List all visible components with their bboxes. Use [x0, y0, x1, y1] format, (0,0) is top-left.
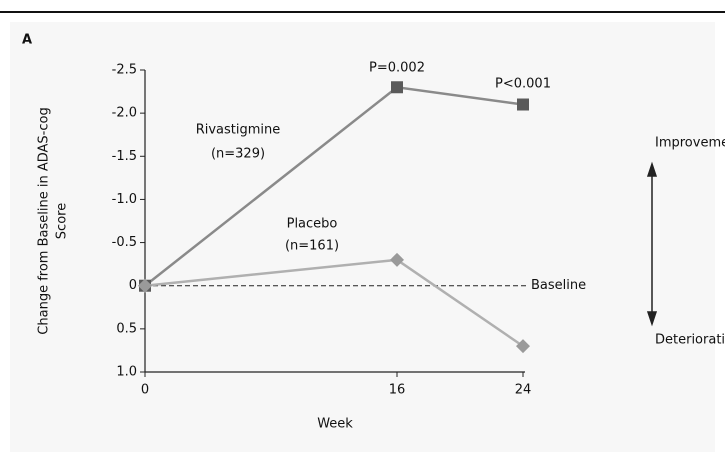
p-value: P<0.001	[495, 77, 551, 92]
marker	[391, 81, 403, 94]
direction-label: Deterioration	[655, 333, 725, 348]
x-tick-label: 0	[141, 383, 149, 398]
y-tick-label: 0	[129, 278, 137, 293]
y-tick-label: -1.5	[112, 149, 137, 164]
x-axis-title: Week	[317, 417, 353, 432]
series-note: (n=161)	[285, 239, 339, 254]
series-label: Rivastigmine	[196, 123, 281, 138]
panel-label: A	[22, 33, 32, 48]
y-tick-label: -0.5	[112, 235, 137, 250]
series-label: Placebo	[287, 217, 338, 232]
y-axis-title-line: Change from Baseline in ADAS-cog	[37, 107, 52, 334]
y-axis-title-line: Score	[55, 203, 70, 239]
marker	[390, 252, 404, 267]
marker	[516, 339, 530, 354]
x-tick-label: 16	[389, 383, 406, 398]
y-tick-label: -2.5	[112, 63, 137, 78]
direction-arrow	[646, 161, 658, 327]
y-tick-label: -1.0	[112, 192, 137, 207]
y-axis-title: Change from Baseline in ADAS-cog Score	[37, 107, 70, 334]
y-tick-label: -2.0	[112, 106, 137, 121]
panel	[10, 22, 715, 452]
y-tick-label: 0.5	[116, 321, 137, 336]
y-tick-label: 1.0	[116, 365, 137, 380]
baseline-label: Baseline	[531, 278, 586, 293]
series-note: (n=329)	[211, 147, 265, 162]
marker	[138, 278, 152, 293]
x-tick-label: 24	[515, 383, 532, 398]
marker	[517, 98, 529, 111]
p-value: P=0.002	[369, 61, 425, 76]
direction-label: Improvement	[655, 136, 725, 151]
